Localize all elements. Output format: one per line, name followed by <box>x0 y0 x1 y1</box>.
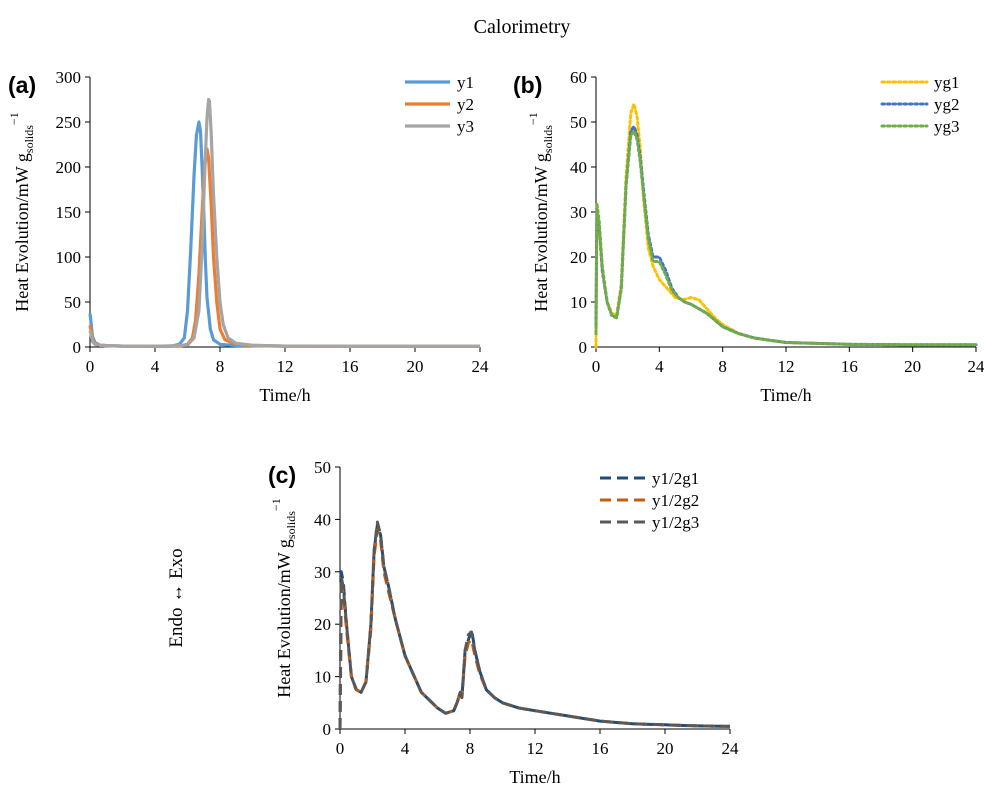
x-tick-label: 0 <box>86 357 95 376</box>
legend-entry: y1 <box>457 73 474 92</box>
x-tick-label: 8 <box>216 357 225 376</box>
y-tick-label: 10 <box>570 293 587 312</box>
plot-area <box>594 102 978 349</box>
y-tick-label: 20 <box>570 248 587 267</box>
x-tick-label: 20 <box>407 357 424 376</box>
y-tick-label: 10 <box>314 668 331 687</box>
x-tick-label: 12 <box>277 357 294 376</box>
legend-entry: y1/2g3 <box>652 513 699 532</box>
series-line-yg2 <box>594 125 978 347</box>
series-line-y1 <box>88 120 480 348</box>
y-axis-label: Heat Evolution/mW gsolids−1 <box>7 112 36 311</box>
y-axis-label: Heat Evolution/mW gsolids−1 <box>269 498 298 697</box>
y-axis-label: Heat Evolution/mW gsolids−1 <box>526 112 555 311</box>
chart-panel-c: (c) 0 10 20 30 40 50 0 4 8 12 16 20 24 Time/h Heat Evol… <box>268 458 739 787</box>
legend-entry: y1/2g2 <box>652 491 699 510</box>
legend-entry: y3 <box>457 117 474 136</box>
y-tick-label: 40 <box>570 158 587 177</box>
legend-entry: y2 <box>457 95 474 114</box>
series-line-y2 <box>88 147 480 348</box>
y-tick-label: 40 <box>314 510 331 529</box>
legend: yg1 yg2 yg3 <box>880 73 960 136</box>
x-tick-label: 0 <box>592 357 601 376</box>
y-tick-label: 20 <box>314 615 331 634</box>
series-line-yg1 <box>594 102 978 349</box>
x-tick-label: 16 <box>841 357 858 376</box>
x-axis-label: Time/h <box>760 385 811 405</box>
y-tick-label: 50 <box>64 293 81 312</box>
y-tick-label: 0 <box>73 338 82 357</box>
legend: y1/2g1 y1/2g2 y1/2g3 <box>600 469 699 532</box>
series-line-yg3 <box>594 129 978 347</box>
x-tick-label: 20 <box>904 357 921 376</box>
y-tick-label: 60 <box>570 68 587 87</box>
x-tick-label: 8 <box>718 357 727 376</box>
legend-entry: yg1 <box>934 73 960 92</box>
x-tick-label: 24 <box>722 739 740 758</box>
legend-entry: yg2 <box>934 95 960 114</box>
x-tick-label: 0 <box>336 739 345 758</box>
y-tick-label: 0 <box>323 720 332 739</box>
panel-label: (b) <box>513 72 542 98</box>
y-tick-label: 300 <box>56 68 82 87</box>
panel-label: (c) <box>268 462 296 488</box>
legend: y1 y2 y3 <box>405 73 474 136</box>
y-tick-label: 50 <box>570 113 587 132</box>
plot-area <box>338 520 731 730</box>
x-tick-label: 4 <box>401 739 410 758</box>
x-tick-label: 24 <box>968 357 984 376</box>
panel-label: (a) <box>8 72 36 98</box>
legend-entry: yg3 <box>934 117 960 136</box>
legend-entry: y1/2g1 <box>652 469 699 488</box>
y-tick-label: 200 <box>56 158 82 177</box>
x-tick-label: 12 <box>527 739 544 758</box>
plot-area <box>88 97 480 348</box>
chart-panel-b: (b) 0 10 20 30 40 50 60 0 4 8 12 16 20 24 Time/h Heat Ev… <box>513 68 984 405</box>
x-tick-label: 8 <box>466 739 475 758</box>
x-tick-label: 16 <box>592 739 609 758</box>
x-tick-label: 4 <box>151 357 160 376</box>
y-tick-label: 30 <box>314 563 331 582</box>
endo-exo-label: Endo ↔ Exo <box>166 548 187 647</box>
x-axis-label: Time/h <box>259 385 310 405</box>
figure-title: Calorimetry <box>474 16 571 38</box>
x-tick-label: 20 <box>657 739 674 758</box>
y-tick-label: 50 <box>314 458 331 477</box>
x-tick-label: 16 <box>342 357 359 376</box>
x-axis-label: Time/h <box>509 767 560 787</box>
x-tick-label: 24 <box>472 357 490 376</box>
y-tick-label: 150 <box>56 203 82 222</box>
y-tick-label: 30 <box>570 203 587 222</box>
y-tick-label: 250 <box>56 113 82 132</box>
chart-panel-a: (a) 0 50 100 150 200 250 300 0 4 8 12 16 20 24 Time/h He… <box>7 68 489 405</box>
x-tick-label: 12 <box>778 357 795 376</box>
x-tick-label: 4 <box>655 357 664 376</box>
series-line-y3 <box>88 97 480 348</box>
y-tick-label: 100 <box>56 248 82 267</box>
y-tick-label: 0 <box>579 338 588 357</box>
series-line-y1-2g3 <box>338 520 731 730</box>
